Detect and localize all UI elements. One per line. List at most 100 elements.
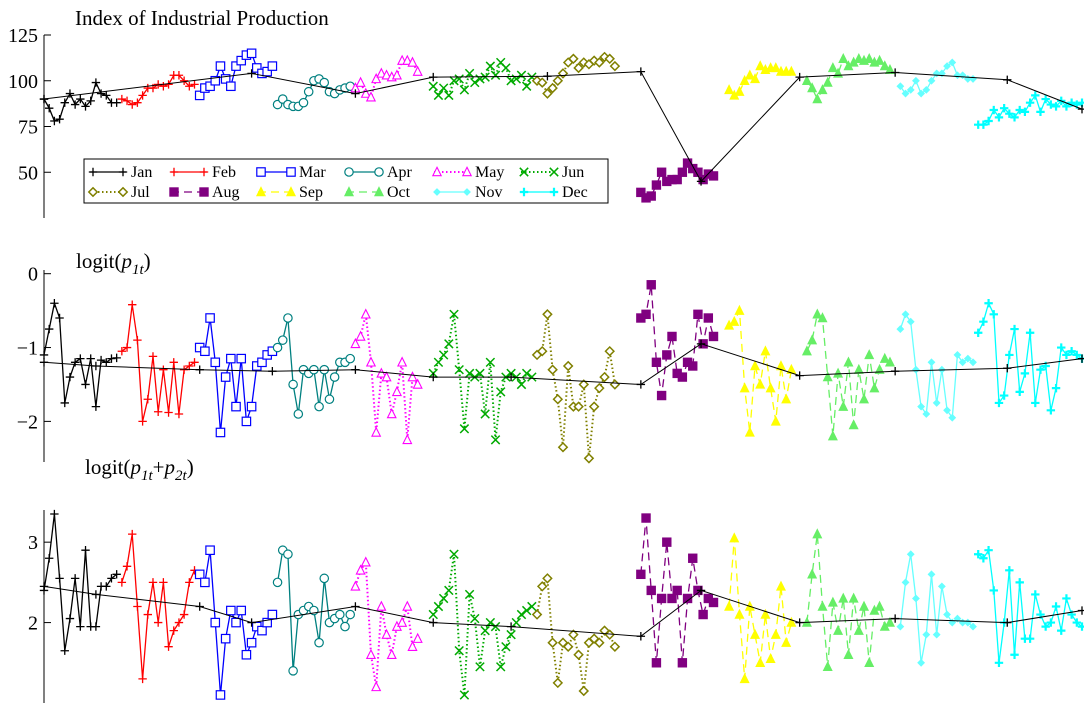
series-apr — [272, 313, 356, 419]
data-point — [879, 60, 890, 71]
data-point — [143, 610, 152, 619]
data-point — [760, 345, 771, 356]
data-point — [470, 77, 480, 88]
series-line-dec — [977, 548, 1083, 663]
data-point — [112, 353, 121, 363]
data-point — [682, 158, 693, 168]
data-point — [454, 645, 464, 656]
data-point — [164, 642, 173, 651]
data-point — [1010, 650, 1019, 659]
data-point — [906, 550, 915, 559]
data-point — [1010, 113, 1019, 122]
data-point — [433, 601, 444, 612]
data-point — [594, 57, 605, 68]
data-point — [1057, 626, 1066, 635]
data-point — [205, 313, 215, 323]
legend-marker — [374, 167, 384, 177]
data-point — [884, 616, 895, 627]
data-point — [786, 616, 797, 627]
data-point — [386, 648, 397, 659]
data-point — [817, 312, 828, 323]
data-point — [807, 568, 818, 579]
data-point — [786, 65, 797, 76]
data-point — [159, 365, 168, 374]
data-point — [407, 640, 418, 651]
data-point — [1051, 102, 1061, 111]
data-point — [283, 549, 293, 560]
data-point — [210, 357, 221, 368]
data-point — [843, 356, 854, 367]
data-point — [1015, 578, 1024, 587]
data-point — [656, 167, 667, 177]
data-point — [547, 364, 558, 375]
data-point — [185, 82, 194, 91]
data-point — [573, 62, 584, 74]
data-point — [682, 593, 693, 604]
series-aug — [636, 280, 719, 401]
data-point — [376, 600, 387, 611]
data-point — [739, 74, 750, 85]
data-point — [848, 592, 859, 603]
legend-item-sep: Sep — [255, 184, 323, 201]
data-point — [55, 313, 64, 323]
data-point — [262, 66, 272, 77]
chart-title: Index of Industrial Production — [75, 6, 329, 30]
data-point — [148, 578, 158, 587]
data-point — [267, 61, 278, 71]
data-point — [542, 309, 553, 320]
data-point — [1041, 94, 1050, 104]
y-tick-label: −2 — [17, 411, 38, 433]
data-point — [288, 666, 298, 676]
yearly-trend-point — [268, 366, 277, 376]
data-point — [60, 398, 69, 408]
data-point — [838, 592, 849, 603]
y-tick-label: 2 — [28, 613, 38, 635]
data-point — [190, 358, 199, 367]
legend-marker — [199, 187, 209, 197]
data-point — [402, 54, 413, 65]
legend-marker — [519, 187, 529, 197]
data-point — [215, 690, 226, 700]
data-point — [231, 61, 241, 71]
data-point — [340, 621, 350, 632]
data-point — [107, 354, 116, 363]
data-point — [50, 116, 59, 126]
data-point — [314, 637, 324, 648]
data-point — [864, 52, 875, 63]
data-point — [562, 360, 574, 372]
data-point — [999, 104, 1009, 113]
data-point — [927, 76, 936, 85]
data-point — [70, 100, 80, 109]
data-point — [542, 573, 553, 584]
yearly-trend-point — [506, 372, 516, 382]
data-point — [817, 600, 828, 611]
series-line-aug — [640, 517, 714, 663]
data-point — [128, 529, 137, 539]
data-point — [843, 648, 854, 659]
series-oct — [801, 528, 895, 672]
legend-item-apr: Apr — [344, 164, 413, 181]
data-point — [397, 616, 408, 627]
data-point — [215, 61, 226, 71]
legend-marker — [87, 186, 99, 198]
data-point — [542, 88, 553, 99]
data-point — [667, 593, 677, 604]
data-point — [475, 662, 485, 672]
data-point — [568, 629, 579, 640]
legend-marker — [431, 166, 443, 177]
data-point — [994, 398, 1004, 408]
data-point — [989, 105, 998, 115]
yearly-trend-point — [795, 371, 804, 380]
data-point — [50, 299, 59, 308]
data-point — [1057, 343, 1066, 352]
series-feb — [117, 300, 199, 426]
legend-label: Mar — [299, 164, 326, 181]
legend-item-feb: Feb — [169, 164, 236, 181]
series-jan — [39, 509, 121, 655]
data-point — [1062, 350, 1071, 360]
data-point — [1025, 98, 1035, 107]
yearly-trend-point — [506, 622, 516, 631]
data-point — [963, 354, 972, 363]
data-point — [1036, 365, 1045, 374]
data-point — [693, 309, 703, 320]
